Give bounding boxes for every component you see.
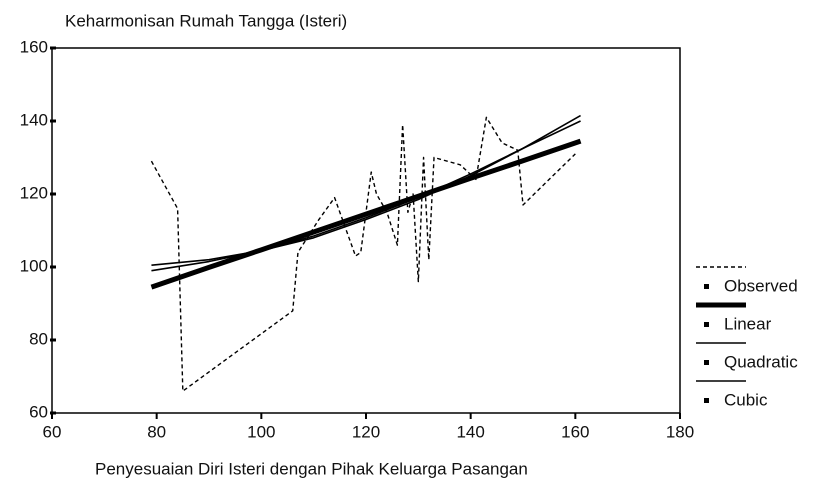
x-tick-label: 160 bbox=[561, 422, 589, 441]
legend-marker bbox=[704, 360, 709, 365]
y-tick-label: 160 bbox=[20, 37, 48, 56]
series-line bbox=[151, 114, 581, 266]
y-tick-label: 80 bbox=[29, 329, 48, 348]
x-tick-label: 140 bbox=[456, 422, 484, 441]
y-tick-label: 140 bbox=[20, 110, 48, 129]
y-tick-label: 120 bbox=[20, 183, 48, 202]
x-tick-label: 60 bbox=[43, 422, 62, 441]
series-line bbox=[150, 116, 576, 392]
y-tick-label: 60 bbox=[29, 402, 48, 421]
legend-label: Linear bbox=[724, 314, 772, 333]
y-tick-label: 100 bbox=[20, 256, 48, 275]
x-tick-label: 120 bbox=[352, 422, 380, 441]
legend-label: Observed bbox=[724, 276, 798, 295]
legend-marker bbox=[704, 398, 709, 403]
x-axis-label: Penyesuaian Diri Isteri dengan Pihak Kel… bbox=[95, 459, 528, 478]
legend-label: Quadratic bbox=[724, 352, 798, 371]
x-tick-label: 80 bbox=[147, 422, 166, 441]
series-line bbox=[151, 120, 581, 272]
x-tick-label: 100 bbox=[247, 422, 275, 441]
plot-frame bbox=[51, 47, 681, 414]
series-line bbox=[150, 138, 582, 290]
legend-label: Cubic bbox=[724, 390, 768, 409]
legend-marker bbox=[704, 322, 709, 327]
legend-marker bbox=[704, 284, 709, 289]
chart-title: Keharmonisan Rumah Tangga (Isteri) bbox=[65, 11, 347, 30]
x-tick-label: 180 bbox=[666, 422, 694, 441]
